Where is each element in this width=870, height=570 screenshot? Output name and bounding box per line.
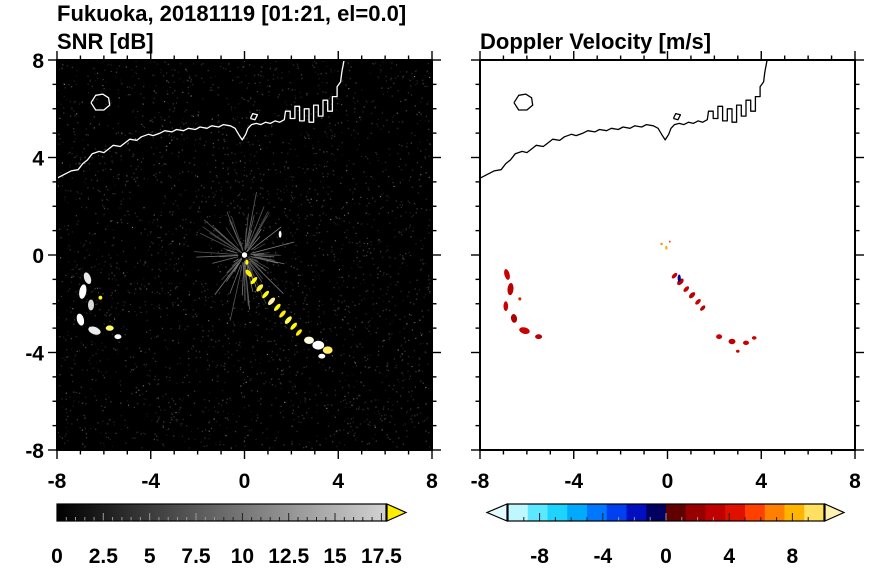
echo-blob <box>665 245 668 250</box>
page-title: Fukuoka, 20181119 [01:21, el=0.0] <box>57 1 407 26</box>
velocity-colorbar: -8 -4 0 4 8 <box>485 503 846 568</box>
echo-blob <box>304 336 314 344</box>
coastline <box>479 59 768 179</box>
velocity-panel: -8 -4 0 4 8 <box>471 51 864 493</box>
snr-panel: -8 -4 0 4 8 -8 -4 0 4 8 <box>25 50 441 493</box>
colorbar-tick-label: 0 <box>51 545 63 568</box>
echo-blob <box>695 298 701 305</box>
velocity-echoes <box>503 240 757 353</box>
echo-blob <box>510 314 518 323</box>
echo-blob <box>279 310 286 318</box>
x-tick-label: 4 <box>755 470 767 493</box>
echo-blob <box>683 286 690 292</box>
echo-blob <box>83 272 92 285</box>
x-tick-label: 0 <box>239 470 251 493</box>
echo-blob <box>262 290 270 299</box>
snr-axis-ticks <box>48 51 441 459</box>
echo-blob <box>518 297 522 301</box>
echo-blob <box>660 242 663 246</box>
x-tick-label: -4 <box>141 470 160 493</box>
y-tick-label: -8 <box>25 440 44 463</box>
echo-blob <box>671 272 678 279</box>
echo-blob <box>700 305 706 311</box>
colorbar-left-arrow-icon <box>485 503 508 522</box>
echo-blob <box>114 334 122 340</box>
echo-blob <box>503 301 509 312</box>
echo-blob <box>519 327 530 334</box>
echo-blob <box>105 325 114 331</box>
echo-blob <box>98 295 103 300</box>
x-tick-label: -8 <box>471 470 490 493</box>
echo-blob <box>751 336 757 340</box>
velocity-axis-ticks <box>471 51 864 459</box>
doppler-panel-title: Doppler Velocity [m/s] <box>480 29 712 54</box>
echo-blob <box>535 334 543 340</box>
colorbar-right-arrow-icon <box>386 503 408 522</box>
echo-blob <box>743 340 749 345</box>
colorbar-tick-label: 15 <box>323 545 347 568</box>
echo-blob <box>273 303 281 311</box>
colorbar-tick-label: 17.5 <box>361 545 402 568</box>
x-tick-label: -8 <box>48 470 67 493</box>
x-tick-label: 4 <box>332 470 344 493</box>
echo-blob <box>677 274 681 282</box>
echo-blob <box>250 277 258 285</box>
colorbar-tick-label: -8 <box>530 545 549 568</box>
colorbar-tick-label: 12.5 <box>268 545 309 568</box>
y-tick-label: 0 <box>32 245 44 268</box>
velocity-plot-background <box>480 60 855 450</box>
echo-blob <box>290 322 298 330</box>
echo-blob <box>256 284 264 292</box>
snr-colorbar: 0 2.5 5 7.5 10 12.5 15 17.5 <box>51 503 408 568</box>
echo-blob <box>728 338 736 345</box>
echo-blob <box>278 230 282 238</box>
colorbar-tick-label: 4 <box>723 545 735 568</box>
colorbar-tick-label: 5 <box>144 545 156 568</box>
echo-blob <box>318 353 326 359</box>
radar-noise-speckle <box>57 60 431 449</box>
echo-blob <box>245 269 252 277</box>
echo-blob <box>284 316 292 324</box>
echo-blob <box>88 299 94 311</box>
echo-blob <box>736 349 740 353</box>
colorbar-tick-label: 2.5 <box>89 545 119 568</box>
echo-blob <box>322 346 333 354</box>
snr-panel-title: SNR [dB] <box>57 29 154 54</box>
coastline <box>56 59 345 179</box>
coastline <box>513 93 534 111</box>
y-tick-label: 8 <box>32 50 44 73</box>
echo-blob <box>716 334 723 340</box>
echo-blob <box>267 297 276 306</box>
x-tick-label: 8 <box>849 470 861 493</box>
y-tick-label: 4 <box>32 148 44 171</box>
coastline <box>672 112 682 121</box>
x-tick-label: -4 <box>564 470 583 493</box>
echo-blob <box>295 329 302 336</box>
coastline <box>249 112 259 121</box>
echo-blob <box>79 284 87 299</box>
echo-blob <box>245 259 249 265</box>
echo-blob <box>507 283 514 296</box>
snr-echoes <box>76 230 333 359</box>
x-tick-label: 8 <box>426 470 438 493</box>
y-tick-label: -4 <box>25 343 44 366</box>
echo-blob <box>312 340 325 350</box>
colorbar-right-arrow-icon <box>824 503 846 522</box>
echo-blob <box>504 269 510 280</box>
echo-blob <box>241 252 248 258</box>
coastline <box>90 93 111 111</box>
echo-blob <box>76 313 85 326</box>
colorbar-tick-label: 0 <box>660 545 672 568</box>
echo-blob <box>668 240 671 243</box>
x-tick-label: 0 <box>662 470 674 493</box>
colorbar-tick-label: 10 <box>231 545 254 568</box>
echo-blob <box>688 292 696 299</box>
colorbar-tick-label: 7.5 <box>181 545 211 568</box>
echo-blob <box>88 326 101 335</box>
colorbar-tick-label: 8 <box>787 545 799 568</box>
colorbar-tick-label: -4 <box>593 545 612 568</box>
